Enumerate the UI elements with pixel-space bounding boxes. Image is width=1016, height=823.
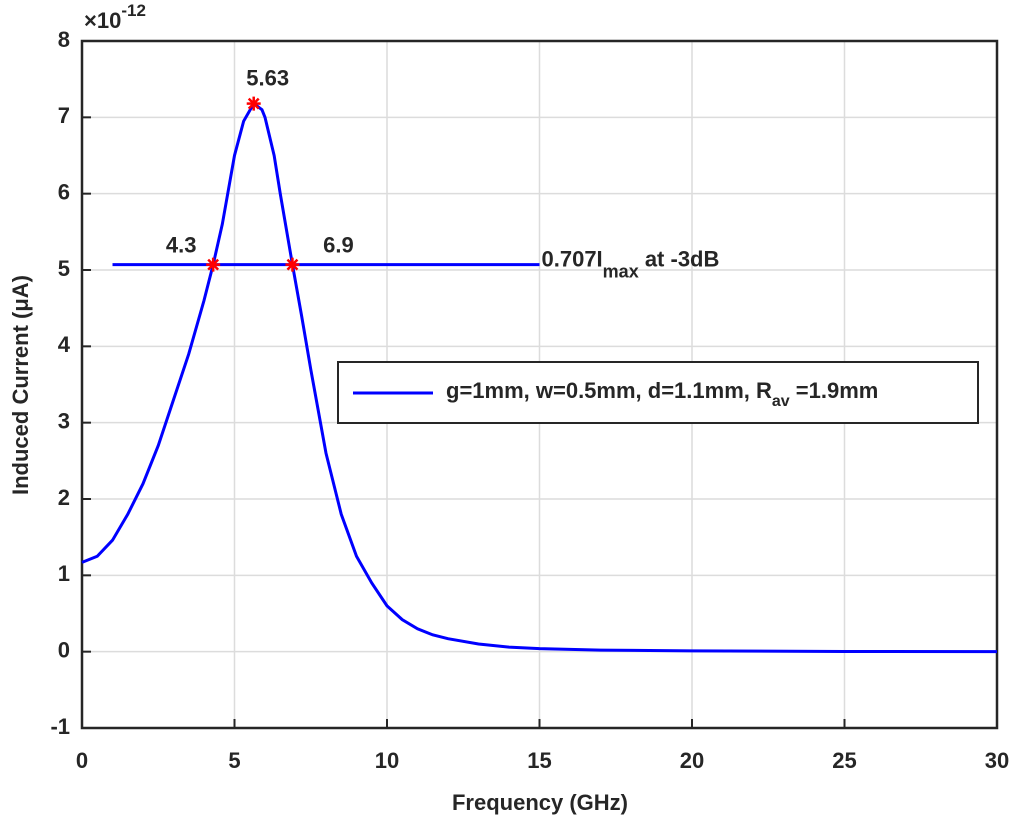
x-tick-label: 30 [985, 748, 1009, 773]
x-tick-label: 25 [832, 748, 856, 773]
y-tick-label: 6 [58, 179, 70, 204]
annotation: 0.707Imax at -3dB [542, 246, 720, 281]
legend-subscript: av [772, 393, 790, 410]
y-tick-label: 2 [58, 485, 70, 510]
star-stroke [247, 97, 260, 110]
star-marker [246, 96, 261, 111]
plot-frame [80, 39, 999, 730]
x-tick-label: 0 [76, 748, 88, 773]
x-tick-label: 5 [228, 748, 240, 773]
y-tick-label: 5 [58, 256, 70, 281]
annotation-text: 0.707I [542, 246, 603, 271]
x-tick-label: 10 [375, 748, 399, 773]
annotation-suffix: at -3dB [639, 246, 720, 271]
legend-text: g=1mm, w=0.5mm, d=1.1mm, R [446, 378, 772, 403]
legend-box [337, 361, 979, 424]
legend-suffix: =1.9mm [790, 378, 879, 403]
star-marker [285, 257, 300, 272]
star-stroke [207, 258, 220, 271]
y-axis-label: Induced Current (μA) [8, 275, 33, 495]
multiplier-exponent: -12 [121, 1, 146, 20]
x-tick-label: 20 [680, 748, 704, 773]
star-stroke [286, 258, 299, 271]
point-label: 6.9 [323, 232, 354, 257]
y-tick-label: 7 [58, 103, 70, 128]
x-tick-label: 15 [527, 748, 551, 773]
multiplier-base: ×10 [84, 8, 121, 33]
annotation-subscript: max [603, 261, 639, 281]
legend-label: g=1mm, w=0.5mm, d=1.1mm, Rav =1.9mm [446, 378, 878, 410]
y-multiplier: ×10-12 [84, 1, 146, 32]
point-label: 4.3 [166, 232, 197, 257]
y-tick-label: 4 [58, 332, 71, 357]
y-tick-label: 8 [58, 27, 70, 52]
y-tick-label: 0 [58, 637, 70, 662]
star-marker [206, 257, 221, 272]
y-tick-label: 1 [58, 561, 70, 586]
x-axis-label: Frequency (GHz) [452, 790, 628, 815]
y-tick-label: -1 [50, 714, 70, 739]
point-label: 5.63 [246, 65, 289, 90]
y-tick-label: 3 [58, 408, 70, 433]
